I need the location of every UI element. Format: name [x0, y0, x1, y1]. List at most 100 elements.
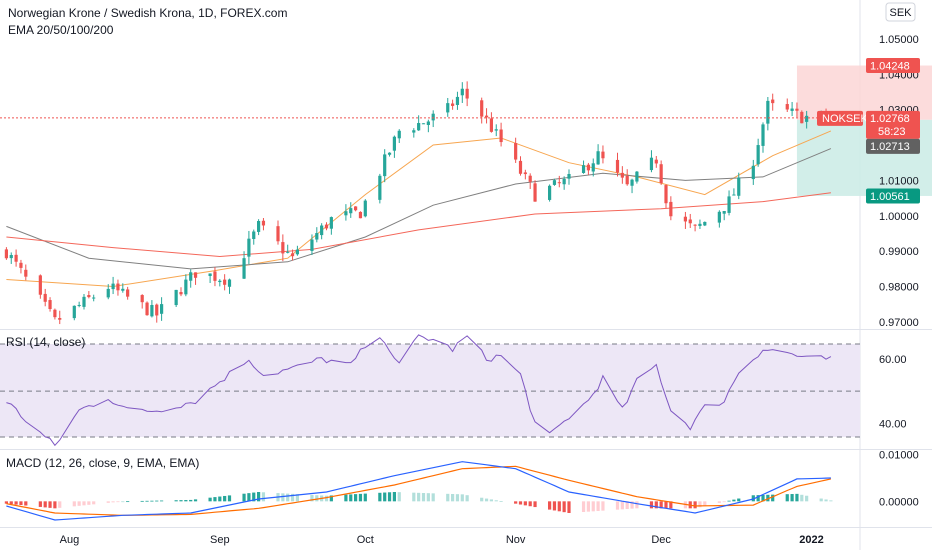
candle[interactable] — [363, 199, 367, 218]
candle[interactable] — [58, 310, 62, 325]
candle[interactable] — [116, 279, 120, 296]
candle[interactable] — [218, 279, 222, 287]
candle[interactable] — [310, 234, 314, 256]
candle[interactable] — [213, 267, 217, 287]
candle[interactable] — [727, 190, 731, 216]
candle[interactable] — [295, 245, 299, 256]
candle[interactable] — [397, 129, 401, 144]
candle[interactable] — [358, 211, 363, 219]
candle[interactable] — [354, 206, 358, 212]
candle[interactable] — [567, 169, 571, 185]
candle[interactable] — [140, 294, 144, 309]
candle[interactable] — [184, 274, 188, 297]
candle[interactable] — [145, 301, 149, 316]
candle[interactable] — [591, 158, 595, 177]
candle[interactable] — [557, 175, 561, 188]
candle[interactable] — [92, 294, 96, 302]
candle[interactable] — [703, 221, 707, 227]
candle[interactable] — [106, 284, 110, 300]
candle[interactable] — [276, 220, 280, 245]
candle[interactable] — [290, 249, 295, 261]
stop-loss-zone[interactable] — [796, 65, 932, 120]
candle[interactable] — [737, 172, 741, 200]
candle[interactable] — [601, 145, 605, 164]
candle[interactable] — [552, 178, 557, 186]
candle[interactable] — [654, 156, 658, 168]
candle[interactable] — [242, 251, 246, 279]
candle[interactable] — [160, 297, 164, 321]
macd-title[interactable]: MACD (12, 26, close, 9, EMA, EMA) — [6, 456, 199, 470]
candle[interactable] — [518, 156, 523, 176]
candle[interactable] — [77, 301, 81, 308]
candle[interactable] — [72, 305, 76, 321]
candle[interactable] — [489, 112, 493, 133]
candle[interactable] — [378, 173, 382, 204]
rsi-axis[interactable]: 40.00 60.00 — [879, 354, 907, 430]
candle[interactable] — [189, 269, 193, 288]
candle[interactable] — [174, 289, 178, 307]
candle[interactable] — [227, 278, 232, 294]
candle[interactable] — [800, 110, 804, 124]
candle[interactable] — [155, 303, 159, 323]
candle[interactable] — [126, 286, 130, 300]
candle[interactable] — [324, 222, 329, 231]
candle[interactable] — [771, 93, 775, 111]
candle[interactable] — [688, 213, 692, 228]
candle[interactable] — [790, 101, 794, 117]
candle[interactable] — [53, 308, 57, 320]
candle[interactable] — [460, 82, 464, 103]
candle[interactable] — [223, 274, 227, 291]
currency-unit-button[interactable] — [885, 2, 916, 22]
candle[interactable] — [121, 283, 125, 293]
candle[interactable] — [795, 102, 799, 118]
candle[interactable] — [669, 196, 673, 221]
candle[interactable] — [751, 159, 755, 185]
macd-axis[interactable]: 0.00000 0.01000 — [879, 450, 919, 509]
candle[interactable] — [349, 202, 353, 218]
candle[interactable] — [659, 160, 663, 185]
candle[interactable] — [630, 178, 634, 194]
candle[interactable] — [247, 230, 251, 265]
candle[interactable] — [281, 234, 285, 262]
time-axis[interactable]: AugSepOctNovDec2022FebMarApr — [60, 534, 932, 546]
candle[interactable] — [596, 144, 600, 165]
candle[interactable] — [417, 115, 421, 131]
candle[interactable] — [392, 135, 396, 158]
candle[interactable] — [625, 169, 629, 186]
candle[interactable] — [722, 210, 726, 221]
candle[interactable] — [150, 300, 154, 318]
candle[interactable] — [329, 216, 333, 235]
candle[interactable] — [698, 219, 702, 229]
candle[interactable] — [761, 122, 765, 153]
candle[interactable] — [421, 123, 426, 125]
candle[interactable] — [455, 91, 460, 110]
candle[interactable] — [528, 173, 532, 189]
candle[interactable] — [426, 119, 430, 133]
candle[interactable] — [620, 166, 624, 184]
candle[interactable] — [38, 274, 42, 299]
candle[interactable] — [480, 97, 484, 124]
candle[interactable] — [261, 218, 266, 231]
candle[interactable] — [286, 244, 290, 254]
candle[interactable] — [48, 297, 52, 312]
candle[interactable] — [4, 247, 8, 260]
candle[interactable] — [19, 259, 23, 274]
candle[interactable] — [533, 180, 537, 202]
indicator-legend[interactable]: EMA 20/50/100/200 — [8, 23, 114, 37]
candle[interactable] — [766, 97, 770, 131]
long-position-tool[interactable] — [796, 65, 932, 196]
candle[interactable] — [586, 162, 590, 175]
candle[interactable] — [82, 293, 86, 310]
candle[interactable] — [514, 137, 518, 163]
candle[interactable] — [499, 122, 503, 147]
candle[interactable] — [315, 227, 319, 243]
candle[interactable] — [43, 288, 47, 307]
candle[interactable] — [494, 124, 498, 137]
candle[interactable] — [87, 291, 91, 299]
candle[interactable] — [412, 128, 416, 138]
candle[interactable] — [208, 273, 212, 284]
candle[interactable] — [257, 219, 261, 236]
candle[interactable] — [562, 176, 566, 190]
candle[interactable] — [649, 150, 654, 173]
